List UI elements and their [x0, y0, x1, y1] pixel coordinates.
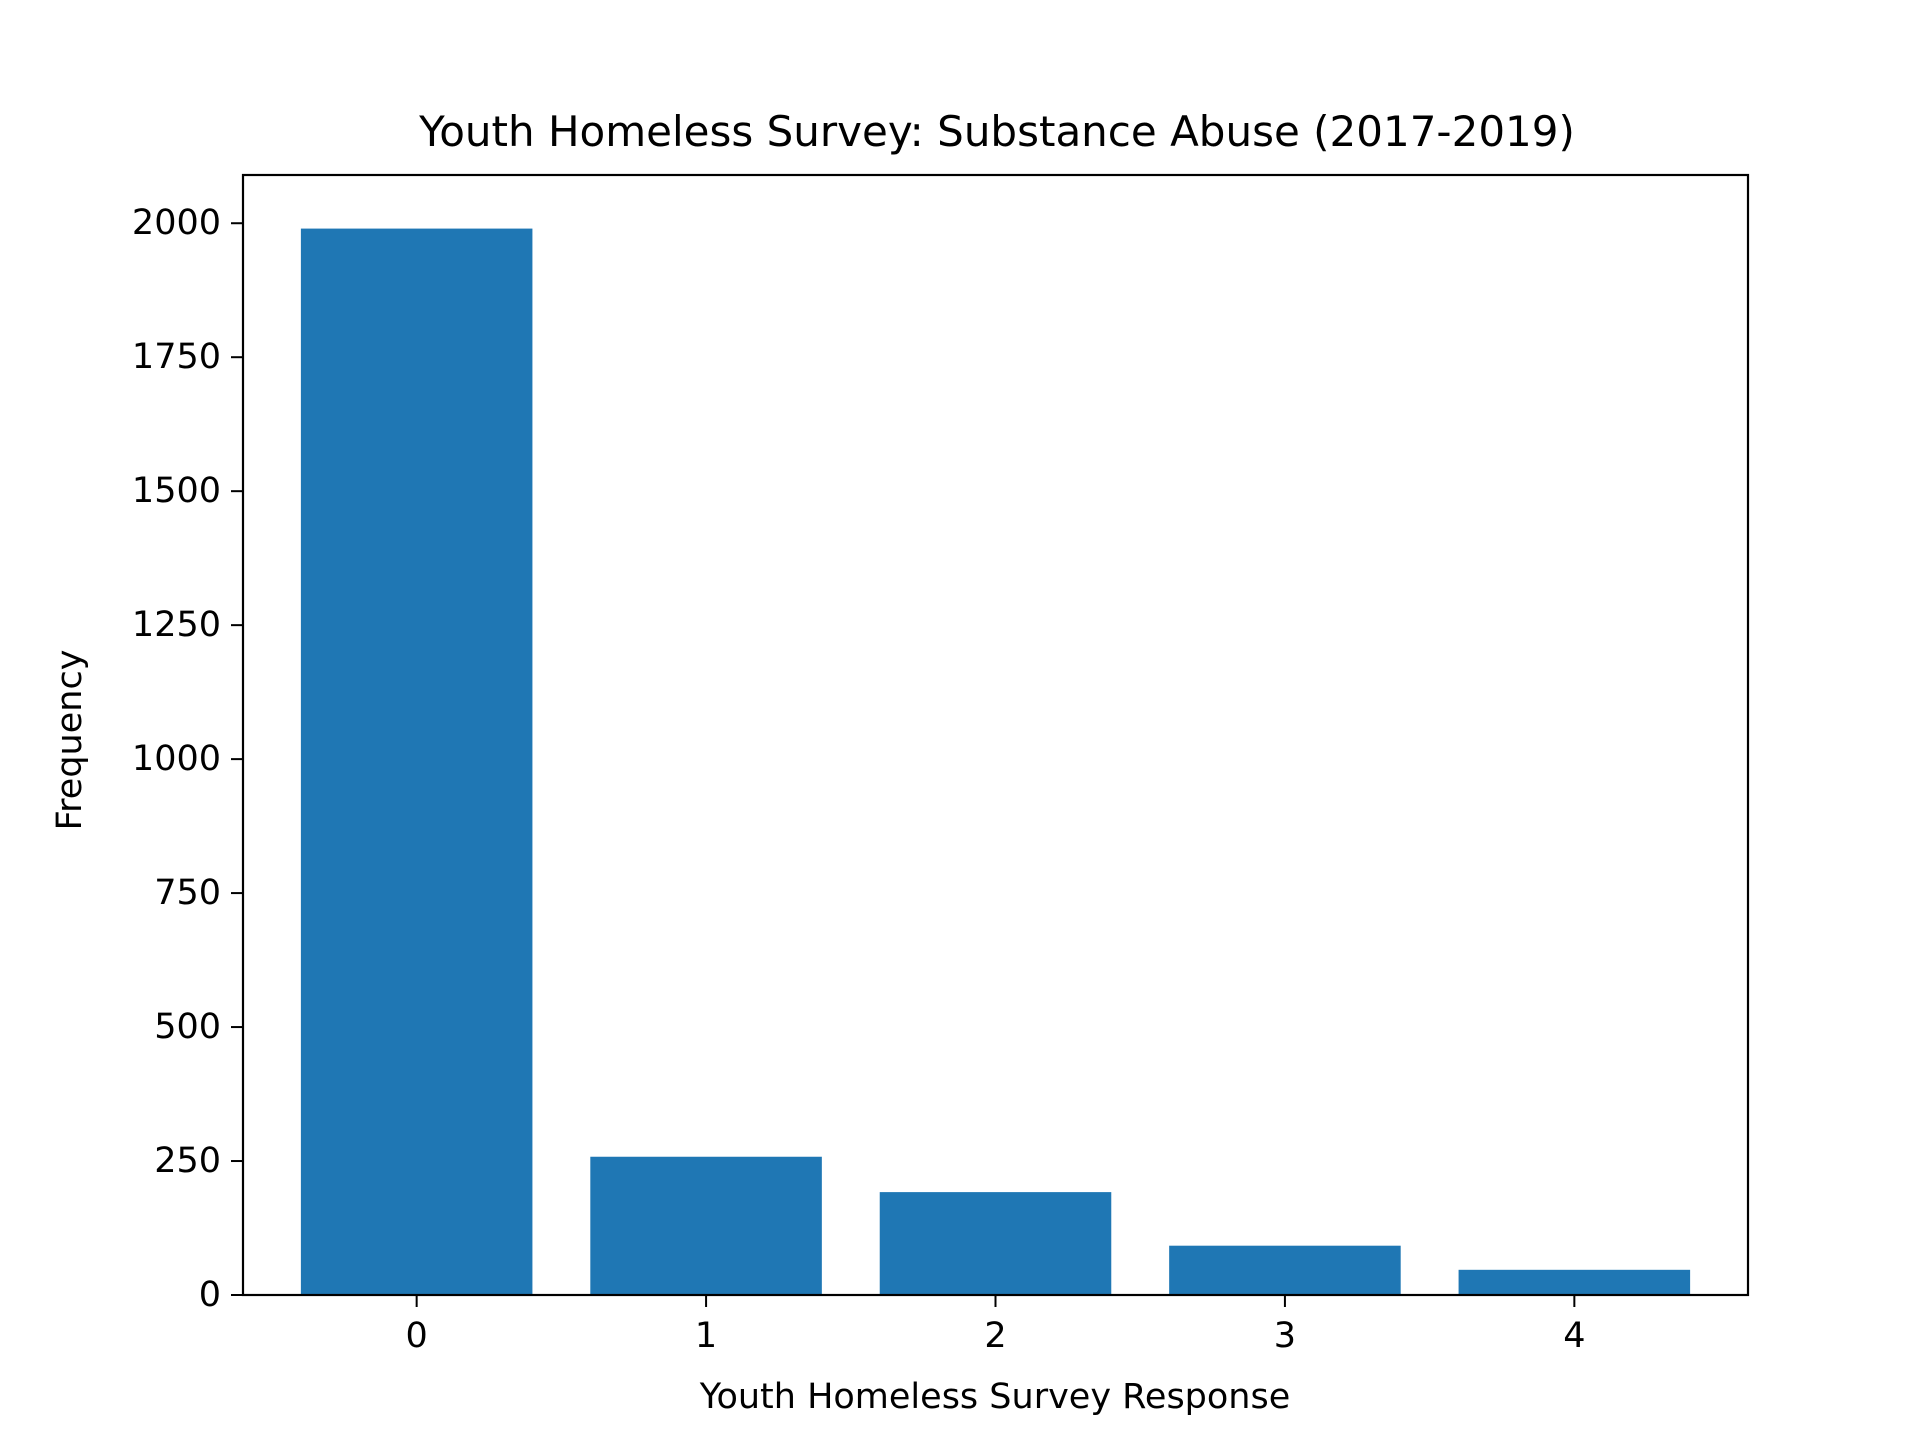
y-tick-label-750: 750	[154, 873, 221, 913]
y-tick-label-1000: 1000	[132, 739, 221, 779]
chart-title: Youth Homeless Survey: Substance Abuse (…	[418, 107, 1575, 156]
x-axis-label: Youth Homeless Survey Response	[699, 1377, 1291, 1417]
y-tick-label-1500: 1500	[132, 471, 221, 511]
x-tick-label-3: 3	[1274, 1316, 1296, 1356]
y-axis-ticks: 0 250 500 750 1000 1250 1500 1750 2000	[132, 203, 243, 1315]
bar-3	[1169, 1245, 1401, 1295]
y-tick-label-0: 0	[199, 1275, 221, 1315]
bar-1	[590, 1156, 822, 1295]
bar-4	[1458, 1269, 1691, 1295]
y-tick-label-1750: 1750	[132, 337, 221, 377]
y-tick-label-250: 250	[154, 1141, 221, 1181]
x-axis-ticks: 0 1 2 3 4	[406, 1295, 1585, 1356]
bar-0	[300, 228, 533, 1296]
x-tick-label-1: 1	[695, 1316, 717, 1356]
x-tick-label-4: 4	[1563, 1316, 1585, 1356]
y-tick-label-2000: 2000	[132, 203, 221, 243]
plot-frame	[241, 173, 1750, 1297]
y-axis-label: Frequency	[50, 650, 90, 831]
bars-group	[300, 228, 1691, 1296]
bar-2	[879, 1192, 1112, 1295]
y-tick-label-1250: 1250	[132, 605, 221, 645]
y-tick-label-500: 500	[154, 1007, 221, 1047]
x-tick-label-2: 2	[984, 1316, 1006, 1356]
x-tick-label-0: 0	[406, 1316, 428, 1356]
